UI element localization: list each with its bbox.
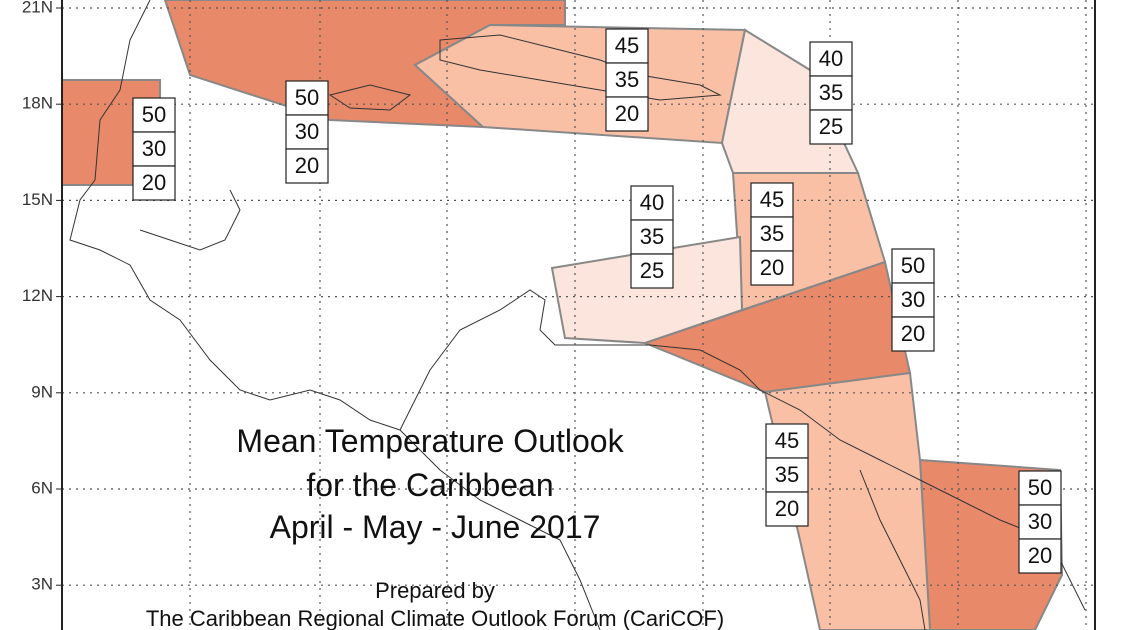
title-line: Mean Temperature Outlook bbox=[236, 423, 624, 459]
lat-label: 18N bbox=[22, 94, 53, 113]
probability-box: 40 35 25 bbox=[630, 185, 674, 289]
prob-below: 20 bbox=[775, 496, 799, 521]
coastline bbox=[328, 84, 412, 111]
credit-line: The Caribbean Regional Climate Outlook F… bbox=[146, 606, 724, 630]
probability-box: 45 35 20 bbox=[765, 423, 809, 527]
prob-cell bbox=[809, 75, 853, 111]
lat-label: 21N bbox=[22, 0, 53, 16]
prob-above: 50 bbox=[1028, 475, 1052, 500]
prob-cell bbox=[1018, 504, 1062, 540]
prob-cell bbox=[605, 96, 649, 132]
title-line: for the Caribbean bbox=[306, 467, 553, 503]
prob-normal: 30 bbox=[142, 136, 166, 161]
coastlines bbox=[69, 0, 1086, 630]
lat-label: 6N bbox=[31, 478, 53, 497]
zone-light bbox=[550, 235, 744, 345]
prob-cell bbox=[285, 80, 329, 116]
prob-cell bbox=[750, 216, 794, 252]
prob-above: 50 bbox=[142, 102, 166, 127]
prob-cell bbox=[809, 109, 853, 145]
prob-normal: 30 bbox=[295, 119, 319, 144]
probability-box: 50 30 20 bbox=[285, 80, 329, 184]
probability-box: 40 35 25 bbox=[809, 41, 853, 145]
coastline bbox=[399, 429, 601, 630]
prob-above: 50 bbox=[901, 253, 925, 278]
prob-cell bbox=[1018, 538, 1062, 574]
prob-normal: 30 bbox=[1028, 509, 1052, 534]
lat-label: 12N bbox=[22, 286, 53, 305]
prob-cell bbox=[750, 250, 794, 286]
prob-below: 20 bbox=[1028, 543, 1052, 568]
prob-above: 45 bbox=[775, 428, 799, 453]
coastline bbox=[859, 469, 926, 630]
prob-below: 20 bbox=[295, 153, 319, 178]
prob-cell bbox=[750, 182, 794, 218]
prob-cell bbox=[605, 62, 649, 98]
prob-normal: 35 bbox=[775, 462, 799, 487]
prob-above: 45 bbox=[760, 187, 784, 212]
prob-cell bbox=[285, 148, 329, 184]
prob-cell bbox=[605, 28, 649, 64]
probability-box: 50 30 20 bbox=[132, 97, 176, 201]
prob-above: 40 bbox=[640, 190, 664, 215]
coastline bbox=[69, 0, 761, 431]
prob-cell bbox=[765, 491, 809, 527]
probability-box: 45 35 20 bbox=[605, 28, 649, 132]
prob-cell bbox=[809, 41, 853, 77]
probability-box: 50 30 20 bbox=[891, 248, 935, 352]
title-line: April - May - June 2017 bbox=[270, 509, 601, 545]
prob-below: 25 bbox=[640, 258, 664, 283]
probability-box: 45 35 20 bbox=[750, 182, 794, 286]
prob-below: 20 bbox=[615, 101, 639, 126]
prob-cell bbox=[132, 165, 176, 201]
prob-cell bbox=[630, 253, 674, 289]
credit-line: Prepared by bbox=[375, 578, 495, 603]
prob-cell bbox=[891, 316, 935, 352]
prob-normal: 35 bbox=[819, 80, 843, 105]
prob-cell bbox=[765, 423, 809, 459]
coastline bbox=[439, 34, 722, 101]
prob-cell bbox=[285, 114, 329, 150]
prob-normal: 30 bbox=[901, 287, 925, 312]
prob-cell bbox=[132, 131, 176, 167]
prob-normal: 35 bbox=[640, 224, 664, 249]
probability-box: 50 30 20 bbox=[1018, 470, 1062, 574]
prob-below: 20 bbox=[901, 321, 925, 346]
prob-normal: 35 bbox=[760, 221, 784, 246]
prob-below: 25 bbox=[819, 114, 843, 139]
prob-cell bbox=[630, 185, 674, 221]
prob-above: 50 bbox=[295, 85, 319, 110]
lat-label: 3N bbox=[31, 575, 53, 594]
prob-above: 45 bbox=[615, 33, 639, 58]
lat-label: 9N bbox=[31, 382, 53, 401]
prob-above: 40 bbox=[819, 46, 843, 71]
prob-cell bbox=[891, 282, 935, 318]
coastline bbox=[139, 189, 241, 251]
prob-cell bbox=[630, 219, 674, 255]
prob-below: 20 bbox=[142, 170, 166, 195]
prob-normal: 35 bbox=[615, 67, 639, 92]
lat-label: 15N bbox=[22, 190, 53, 209]
prob-below: 20 bbox=[760, 255, 784, 280]
